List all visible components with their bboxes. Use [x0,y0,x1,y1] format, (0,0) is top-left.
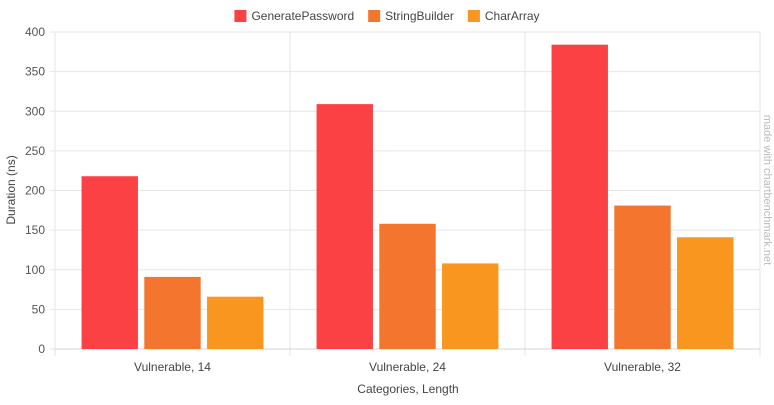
y-tick-label: 350 [25,65,45,79]
legend-label: GeneratePassword [251,9,354,23]
legend-swatch [234,10,247,22]
legend-swatch [467,10,480,22]
watermark: made with chartbenchmark.net [761,115,773,265]
y-tick-label: 200 [25,184,45,198]
y-tick-label: 300 [25,104,45,118]
bar-generatepassword-2[interactable] [316,104,373,350]
bar-stringbuilder-1[interactable] [144,276,201,349]
x-tick-label: Vulnerable, 24 [369,360,446,374]
y-tick-label: 250 [25,144,45,158]
legend-label: StringBuilder [385,9,454,23]
bar-stringbuilder-3[interactable] [614,205,671,349]
y-axis-title: Duration (ns) [4,155,18,224]
bar-chararray-2[interactable] [442,263,499,349]
y-tick-label: 50 [32,302,46,316]
bar-chararray-3[interactable] [677,237,734,349]
legend-item-stringbuilder[interactable]: StringBuilder [368,9,454,23]
legend-item-generatepassword[interactable]: GeneratePassword [234,9,354,23]
bar-generatepassword-1[interactable] [81,176,138,349]
x-axis-title: Categories, Length [357,382,458,396]
bars [81,44,734,350]
x-tick-label: Vulnerable, 32 [604,360,681,374]
legend-item-chararray[interactable]: CharArray [467,9,540,23]
y-tick-label: 100 [25,263,45,277]
legend-label: CharArray [485,9,540,23]
y-axis-ticks: 0 50 100 150 200 250 300 350 400 [25,25,45,356]
legend: GeneratePassword StringBuilder CharArray [234,9,540,23]
bar-chararray-1[interactable] [207,296,264,349]
y-tick-label: 150 [25,223,45,237]
bar-stringbuilder-2[interactable] [379,223,436,349]
bar-generatepassword-3[interactable] [551,44,608,350]
x-axis-tick-labels: Vulnerable, 14 Vulnerable, 24 Vulnerable, … [134,360,681,374]
y-tick-label: 0 [38,342,45,356]
legend-swatch [368,10,381,22]
x-tick-label: Vulnerable, 14 [134,360,211,374]
y-tick-label: 400 [25,25,45,39]
